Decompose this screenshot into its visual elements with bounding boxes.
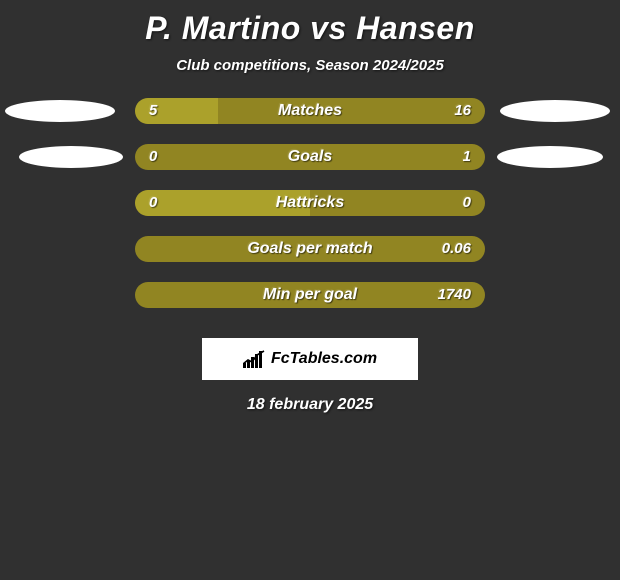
right-player-ellipse bbox=[500, 100, 610, 122]
page-title: P. Martino vs Hansen bbox=[0, 10, 620, 47]
stat-row: 00Hattricks bbox=[0, 190, 620, 236]
brand-chart-icon bbox=[243, 350, 265, 368]
stat-bar: 01Goals bbox=[135, 144, 485, 170]
stat-row: 1740Min per goal bbox=[0, 282, 620, 328]
subtitle: Club competitions, Season 2024/2025 bbox=[0, 57, 620, 74]
left-player-ellipse bbox=[5, 100, 115, 122]
stat-label: Goals per match bbox=[135, 236, 485, 262]
stat-label: Goals bbox=[135, 144, 485, 170]
comparison-card: P. Martino vs Hansen Club competitions, … bbox=[0, 0, 620, 580]
stat-bar: 0.06Goals per match bbox=[135, 236, 485, 262]
left-player-ellipse bbox=[19, 146, 123, 168]
stat-label: Matches bbox=[135, 98, 485, 124]
stat-row: 0.06Goals per match bbox=[0, 236, 620, 282]
right-player-ellipse bbox=[497, 146, 603, 168]
brand-text: FcTables.com bbox=[271, 350, 377, 368]
stat-label: Hattricks bbox=[135, 190, 485, 216]
stat-bar: 516Matches bbox=[135, 98, 485, 124]
stat-row: 01Goals bbox=[0, 144, 620, 190]
stat-row: 516Matches bbox=[0, 98, 620, 144]
stat-bar: 1740Min per goal bbox=[135, 282, 485, 308]
stat-label: Min per goal bbox=[135, 282, 485, 308]
stat-bar: 00Hattricks bbox=[135, 190, 485, 216]
stat-rows: 516Matches 01Goals 00Hattricks 0.06Goals pe… bbox=[0, 98, 620, 328]
brand-badge: FcTables.com bbox=[202, 338, 418, 380]
date-text: 18 february 2025 bbox=[0, 396, 620, 414]
